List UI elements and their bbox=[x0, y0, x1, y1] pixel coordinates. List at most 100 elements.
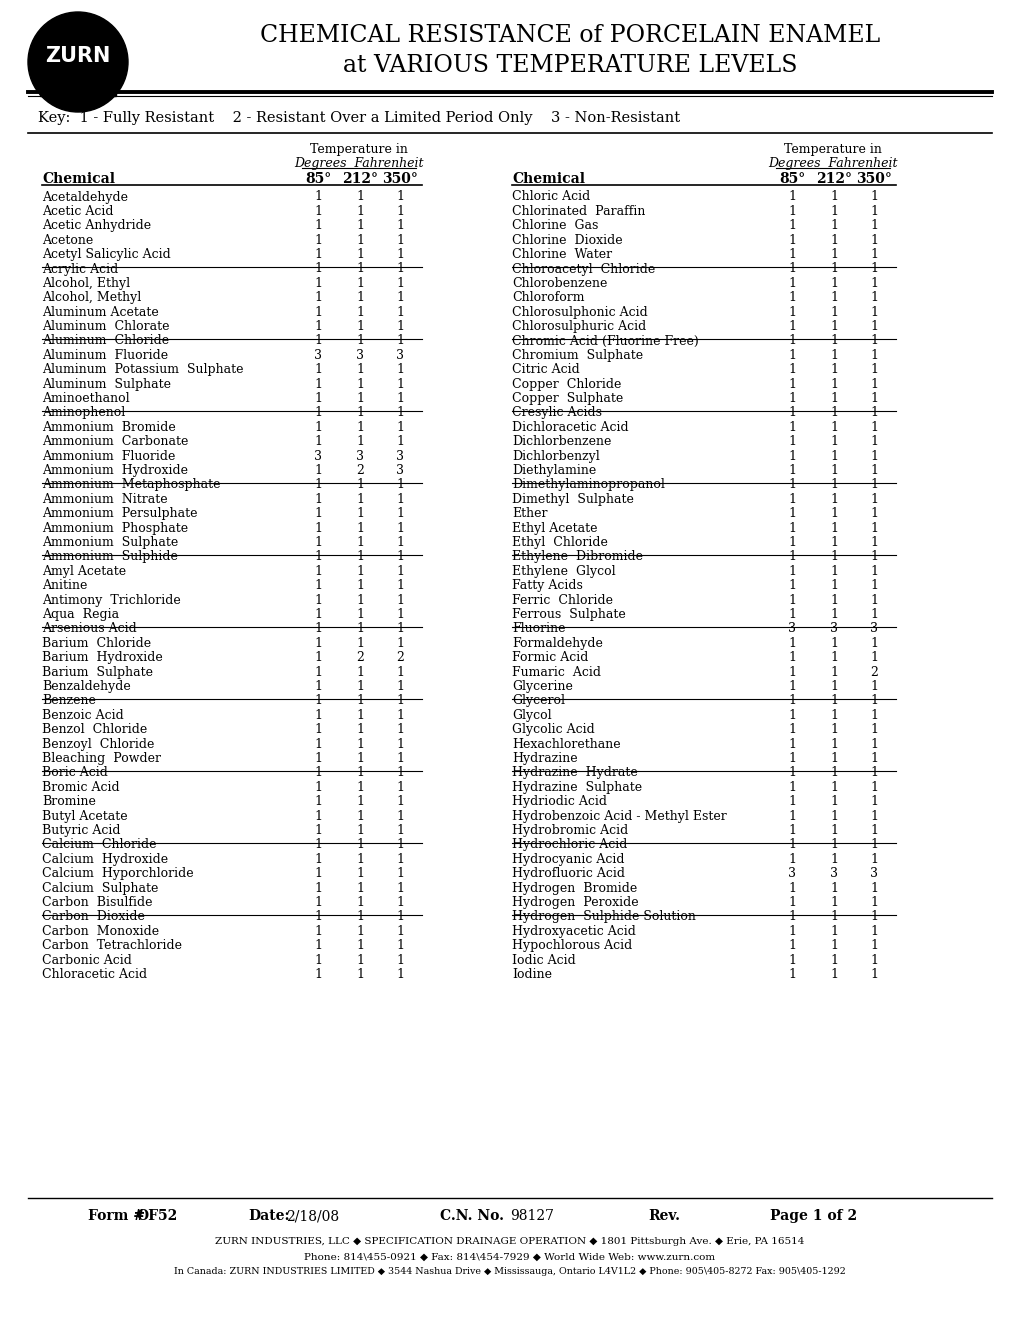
Text: 1: 1 bbox=[788, 306, 795, 318]
Text: 1: 1 bbox=[356, 579, 364, 593]
Text: 1: 1 bbox=[788, 838, 795, 851]
Text: ®: ® bbox=[107, 87, 116, 96]
Text: Cresylic Acids: Cresylic Acids bbox=[512, 407, 601, 420]
Text: 1: 1 bbox=[788, 334, 795, 347]
Text: 1: 1 bbox=[356, 795, 364, 808]
Text: Hydrogen  Bromide: Hydrogen Bromide bbox=[512, 882, 637, 895]
Text: Amyl Acetate: Amyl Acetate bbox=[42, 565, 126, 578]
Text: 3: 3 bbox=[395, 450, 404, 463]
Text: 1: 1 bbox=[829, 363, 838, 376]
Text: 3: 3 bbox=[788, 867, 795, 880]
Text: 1: 1 bbox=[395, 940, 404, 952]
Text: Hydrobromic Acid: Hydrobromic Acid bbox=[512, 824, 628, 837]
Text: 1: 1 bbox=[356, 263, 364, 276]
Text: 1: 1 bbox=[869, 911, 877, 924]
Text: 1: 1 bbox=[829, 521, 838, 535]
Text: 1: 1 bbox=[395, 609, 404, 622]
Text: Chlorosulphuric Acid: Chlorosulphuric Acid bbox=[512, 319, 646, 333]
Text: 1: 1 bbox=[314, 623, 322, 635]
Text: 1: 1 bbox=[356, 421, 364, 434]
Text: 1: 1 bbox=[314, 248, 322, 261]
Text: 3: 3 bbox=[356, 450, 364, 463]
Text: Chemical: Chemical bbox=[512, 172, 585, 186]
Text: 1: 1 bbox=[869, 953, 877, 966]
Text: 1: 1 bbox=[314, 521, 322, 535]
Text: 1: 1 bbox=[869, 925, 877, 939]
Text: 1: 1 bbox=[395, 319, 404, 333]
Text: 1: 1 bbox=[395, 809, 404, 822]
Text: 1: 1 bbox=[356, 536, 364, 549]
Text: 1: 1 bbox=[395, 723, 404, 737]
Text: 1: 1 bbox=[869, 392, 877, 405]
Text: 1: 1 bbox=[788, 521, 795, 535]
Text: 1: 1 bbox=[788, 911, 795, 924]
Text: 1: 1 bbox=[869, 550, 877, 564]
Text: 1: 1 bbox=[829, 436, 838, 449]
Text: Anitine: Anitine bbox=[42, 579, 88, 593]
Text: 1: 1 bbox=[356, 694, 364, 708]
Text: Bleaching  Powder: Bleaching Powder bbox=[42, 752, 161, 766]
Text: Calcium  Chloride: Calcium Chloride bbox=[42, 838, 156, 851]
Text: 1: 1 bbox=[314, 205, 322, 218]
Text: 3: 3 bbox=[869, 867, 877, 880]
Text: 1: 1 bbox=[395, 219, 404, 232]
Text: Alcohol, Methyl: Alcohol, Methyl bbox=[42, 292, 141, 305]
Text: 1: 1 bbox=[869, 334, 877, 347]
Text: Acetaldehyde: Acetaldehyde bbox=[42, 190, 127, 203]
Text: 1: 1 bbox=[356, 709, 364, 722]
Text: Dichloracetic Acid: Dichloracetic Acid bbox=[512, 421, 628, 434]
Text: 1: 1 bbox=[788, 809, 795, 822]
Text: 1: 1 bbox=[788, 882, 795, 895]
Text: 1: 1 bbox=[829, 709, 838, 722]
Text: 1: 1 bbox=[869, 853, 877, 866]
Text: Ethylene  Glycol: Ethylene Glycol bbox=[512, 565, 615, 578]
Text: 1: 1 bbox=[395, 492, 404, 506]
Text: 1: 1 bbox=[356, 521, 364, 535]
Text: 1: 1 bbox=[869, 636, 877, 649]
Text: 2/18/08: 2/18/08 bbox=[285, 1209, 338, 1224]
Text: Bromine: Bromine bbox=[42, 795, 96, 808]
Text: 1: 1 bbox=[356, 609, 364, 622]
Text: 1: 1 bbox=[869, 205, 877, 218]
Text: 1: 1 bbox=[356, 636, 364, 649]
Text: 1: 1 bbox=[314, 781, 322, 793]
Text: 1: 1 bbox=[788, 378, 795, 391]
Text: Carbon  Bisulfide: Carbon Bisulfide bbox=[42, 896, 153, 909]
Text: 1: 1 bbox=[314, 436, 322, 449]
Text: 1: 1 bbox=[869, 536, 877, 549]
Text: Butyl Acetate: Butyl Acetate bbox=[42, 809, 127, 822]
Text: 1: 1 bbox=[788, 896, 795, 909]
Text: 1: 1 bbox=[869, 478, 877, 491]
Text: In Canada: ZURN INDUSTRIES LIMITED ◆ 3544 Nashua Drive ◆ Mississauga, Ontario L4: In Canada: ZURN INDUSTRIES LIMITED ◆ 354… bbox=[174, 1267, 845, 1276]
Text: Diethylamine: Diethylamine bbox=[512, 465, 596, 477]
Text: 1: 1 bbox=[356, 492, 364, 506]
Text: 1: 1 bbox=[395, 882, 404, 895]
Text: 1: 1 bbox=[829, 680, 838, 693]
Text: 1: 1 bbox=[314, 277, 322, 290]
Text: 1: 1 bbox=[356, 925, 364, 939]
Text: 1: 1 bbox=[788, 392, 795, 405]
Text: Benzol  Chloride: Benzol Chloride bbox=[42, 723, 147, 737]
Text: 1: 1 bbox=[314, 651, 322, 664]
Text: 1: 1 bbox=[395, 709, 404, 722]
Text: 1: 1 bbox=[314, 953, 322, 966]
Text: 1: 1 bbox=[869, 263, 877, 276]
Text: 3: 3 bbox=[395, 465, 404, 477]
Text: 1: 1 bbox=[314, 363, 322, 376]
Text: 1: 1 bbox=[869, 738, 877, 751]
Text: 1: 1 bbox=[829, 478, 838, 491]
Text: 1: 1 bbox=[356, 953, 364, 966]
Text: Benzoic Acid: Benzoic Acid bbox=[42, 709, 123, 722]
Text: 1: 1 bbox=[829, 925, 838, 939]
Text: 1: 1 bbox=[869, 709, 877, 722]
Text: Hydrobenzoic Acid - Methyl Ester: Hydrobenzoic Acid - Methyl Ester bbox=[512, 809, 727, 822]
Text: 1: 1 bbox=[314, 392, 322, 405]
Text: Hydrocyanic Acid: Hydrocyanic Acid bbox=[512, 853, 624, 866]
Text: 1: 1 bbox=[788, 738, 795, 751]
Text: 1: 1 bbox=[869, 348, 877, 362]
Text: Alcohol, Ethyl: Alcohol, Ethyl bbox=[42, 277, 130, 290]
Text: 1: 1 bbox=[395, 234, 404, 247]
Text: Hydrazine  Sulphate: Hydrazine Sulphate bbox=[512, 781, 642, 793]
Text: 1: 1 bbox=[314, 853, 322, 866]
Text: 1: 1 bbox=[314, 550, 322, 564]
